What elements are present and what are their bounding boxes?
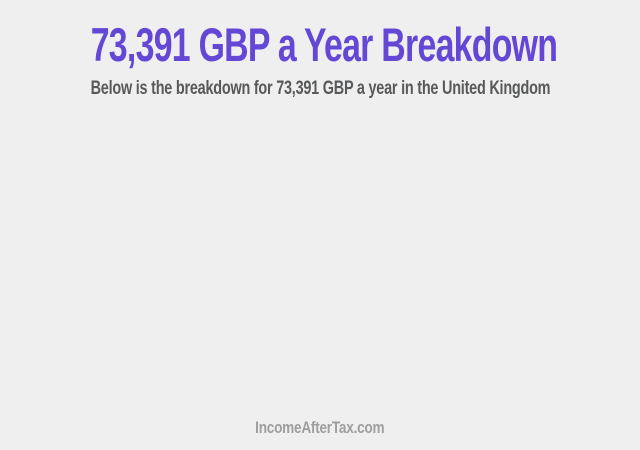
page-subtitle: Below is the breakdown for 73,391 GBP a … bbox=[90, 78, 550, 99]
footer-brand-text: IncomeAfterTax.com bbox=[255, 418, 385, 437]
page-title: 73,391 GBP a Year Breakdown bbox=[90, 18, 558, 71]
subtitle-row: Below is the breakdown for 73,391 GBP a … bbox=[0, 68, 640, 99]
empty-content-area bbox=[0, 110, 640, 410]
page-header: 73,391 GBP a Year Breakdown Below is the… bbox=[0, 0, 640, 99]
page-footer: IncomeAfterTax.com bbox=[0, 419, 640, 438]
